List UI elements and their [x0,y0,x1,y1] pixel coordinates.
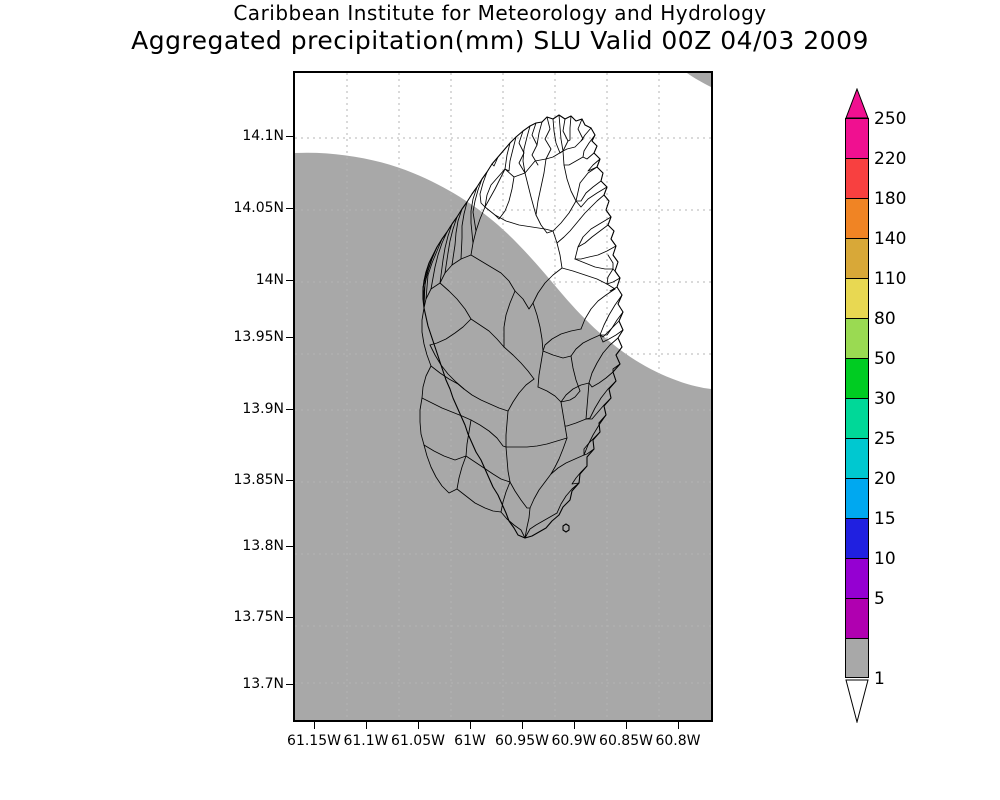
x-tick-label: 60.9W [551,733,597,749]
x-tick-label: 61.15W [287,733,341,749]
x-tick-mark [626,722,627,729]
y-tick-label: 13.85N [233,472,284,488]
x-tick-label: 61W [454,733,486,749]
colorbar-band: 180 [845,189,906,238]
colorbar-band: 1 [845,638,885,689]
colorbar-tick-label: 80 [874,309,896,329]
y-tick-mark [286,546,293,547]
colorbar-band: 250 [845,109,906,158]
colorbar-band: 220 [845,149,906,198]
y-tick-label: 13.9N [242,401,284,417]
colorbar-tick-label: 250 [874,109,907,129]
y-tick-mark [286,409,293,410]
colorbar-band: 140 [845,229,906,278]
colorbar-over-arrow-icon [845,88,869,119]
colorbar-tick-label: 140 [874,229,907,249]
colorbar-band: 15 [845,509,896,558]
x-tick-mark [522,722,523,729]
x-tick-label: 61.05W [391,733,445,749]
y-tick-label: 13.8N [242,538,284,554]
colorbar-band: 5 [845,589,885,638]
x-tick-mark [314,722,315,729]
colorbar-under-arrow-icon [845,679,869,723]
y-tick-label: 14N [255,272,284,288]
colorbar-tick-label: 15 [874,509,896,529]
colorbar-band: 50 [845,349,896,398]
y-tick-label: 13.7N [242,676,284,692]
colorbar-band: 25 [845,429,896,478]
colorbar-tick-label: 1 [874,669,885,689]
colorbar-band: 10 [845,549,896,598]
x-tick-label: 60.8W [655,733,701,749]
colorbar-band: 20 [845,469,896,518]
colorbar[interactable]: 250 220 180 140 110 80 50 30 25 20 15 10 5 1 [845,109,906,689]
x-tick-label: 61.1W [343,733,389,749]
y-tick-mark [286,136,293,137]
colorbar-tick-label: 25 [874,429,896,449]
y-tick-label: 13.75N [233,609,284,625]
colorbar-tick-label: 5 [874,589,885,609]
x-tick-mark [678,722,679,729]
map-canvas [295,73,711,720]
colorbar-tick-label: 50 [874,349,896,369]
x-tick-mark [418,722,419,729]
y-tick-label: 13.95N [233,329,284,345]
y-tick-mark [286,684,293,685]
x-tick-mark [366,722,367,729]
colorbar-band: 80 [845,309,896,358]
page-title: Aggregated precipitation(mm) SLU Valid 0… [131,26,869,55]
colorbar-tick-label: 10 [874,549,896,569]
x-tick-mark [574,722,575,729]
figure-title-block: Caribbean Institute for Meteorology and … [0,0,1000,56]
y-tick-mark [286,280,293,281]
colorbar-tick-label: 30 [874,389,896,409]
colorbar-band: 30 [845,389,896,438]
y-tick-label: 14.05N [233,200,284,216]
y-axis: 14.1N 14.05N 14N 13.95N 13.9N 13.85N 13.… [0,0,293,800]
x-tick-mark [470,722,471,729]
colorbar-tick-label: 20 [874,469,896,489]
map-svg [295,73,711,720]
colorbar-band: 110 [845,269,906,318]
y-tick-mark [286,480,293,481]
watershed-boundaries [419,114,624,539]
x-tick-label: 60.95W [495,733,549,749]
colorbar-tick-label: 220 [874,149,907,169]
map-plot-area[interactable] [293,71,713,722]
y-tick-mark [286,617,293,618]
y-tick-label: 14.1N [242,128,284,144]
institute-title: Caribbean Institute for Meteorology and … [233,1,767,25]
y-tick-mark [286,208,293,209]
y-tick-mark [286,337,293,338]
colorbar-tick-label: 110 [874,269,907,289]
x-tick-label: 60.85W [599,733,653,749]
colorbar-tick-label: 180 [874,189,907,209]
